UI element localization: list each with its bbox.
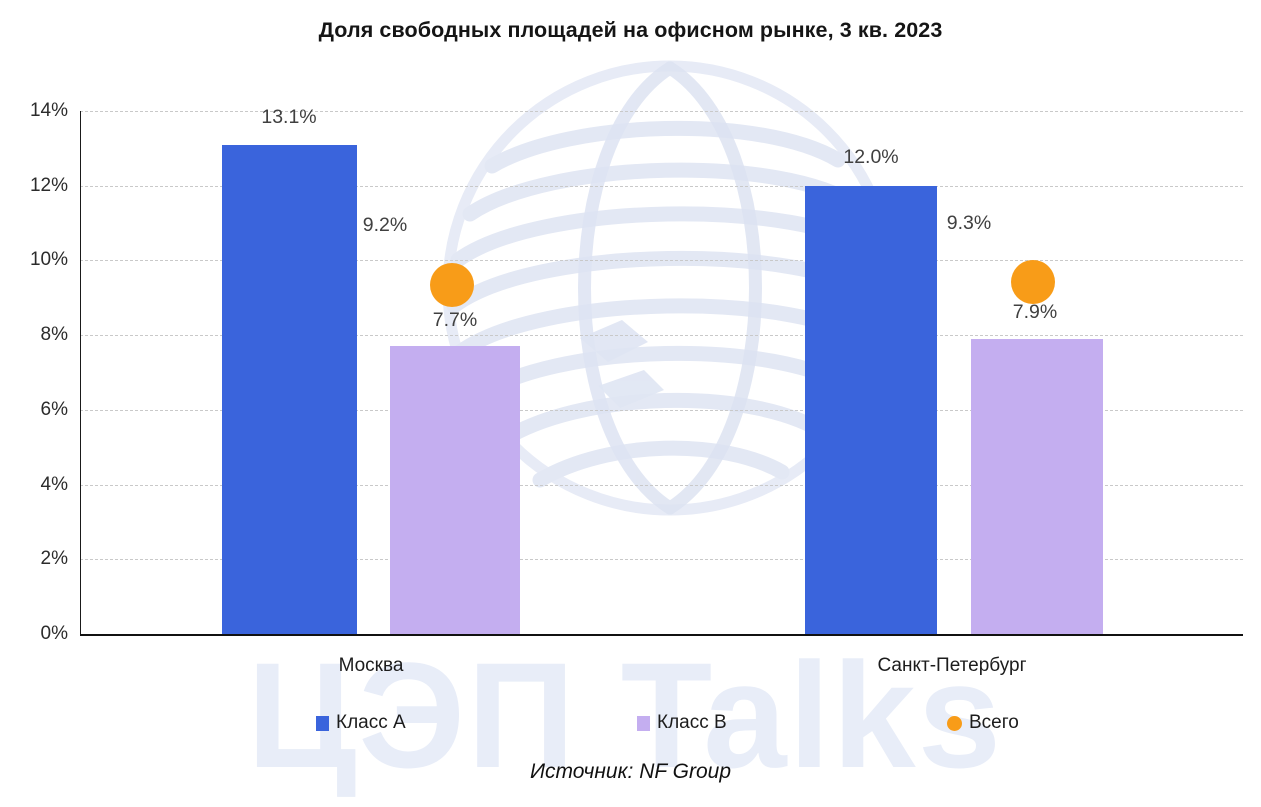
legend-item-total[interactable]: Всего (947, 712, 1019, 734)
dot-moscow-total (430, 263, 474, 308)
value-label-moscow-total: 9.2% (362, 214, 408, 236)
bar-spb-class-b (971, 338, 1103, 634)
legend-swatch-square-icon (637, 715, 650, 731)
y-axis-ticks: 14% 12% 10% 8% 6% 4% 2% 0% (0, 100, 68, 644)
y-tick-label: 6% (40, 398, 68, 420)
bar-spb-class-a (805, 185, 937, 634)
legend-label: Всего (969, 712, 1019, 733)
value-label-moscow-class-a: 13.1% (261, 106, 317, 128)
legend-item-class-a[interactable]: Класс А (316, 712, 406, 734)
y-tick-label: 12% (29, 174, 68, 196)
value-label-spb-class-a: 12.0% (843, 146, 899, 168)
legend-swatch-square-icon (316, 715, 329, 731)
y-tick-label: 0% (40, 623, 68, 644)
value-label-spb-class-b: 7.9% (1012, 301, 1058, 323)
bar-moscow-class-b (390, 346, 520, 634)
dot-spb-total (1011, 259, 1055, 304)
x-axis-line (80, 634, 1243, 636)
value-label-spb-total: 9.3% (946, 212, 992, 234)
legend-swatch-circle-icon (947, 715, 962, 731)
legend-label: Класс А (336, 712, 406, 733)
y-tick-label: 14% (29, 100, 68, 121)
source-note: Источник: NF Group (529, 760, 732, 783)
gridline-14 (80, 111, 1243, 112)
bar-moscow-class-a (222, 144, 357, 634)
y-tick-label: 4% (40, 473, 68, 495)
legend-item-class-b[interactable]: Класс В (637, 712, 727, 734)
x-category-label-spb: Санкт-Петербург (877, 655, 1027, 676)
chart-legend: Класс А Класс В Всего (0, 712, 1261, 738)
legend-label: Класс В (657, 712, 727, 733)
plot-area (80, 111, 1243, 634)
y-tick-label: 10% (29, 249, 68, 271)
x-category-label-moscow: Москва (338, 655, 404, 676)
value-label-moscow-class-b: 7.7% (432, 309, 478, 331)
y-axis-line (80, 111, 81, 635)
y-tick-label: 8% (40, 324, 68, 346)
chart-title: Доля свободных площадей на офисном рынке… (318, 18, 943, 42)
gridline-2 (80, 559, 1243, 561)
y-tick-label: 2% (40, 548, 68, 570)
